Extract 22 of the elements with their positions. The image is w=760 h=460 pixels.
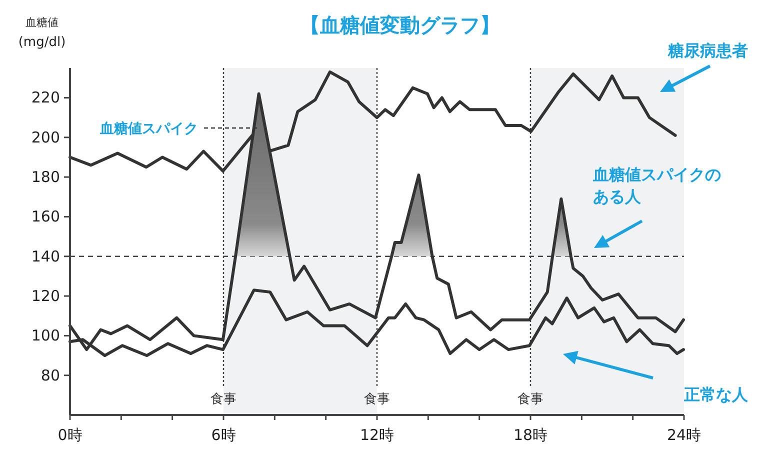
y-tick-label: 120	[31, 287, 60, 306]
ref-line-label: 食事	[210, 392, 236, 407]
y-tick-label: 140	[31, 247, 60, 266]
x-tick-label: 6時	[211, 426, 236, 444]
y-tick-label: 100	[31, 326, 60, 345]
y-tick-label: 80	[40, 366, 60, 384]
x-tick-label: 12時	[360, 426, 394, 444]
x-tick-label: 18時	[513, 426, 548, 444]
annotation: 血糖値スパイク	[99, 120, 198, 137]
y-tick-label: 180	[31, 168, 60, 186]
chart-title: 【血糖値変動グラフ】	[300, 13, 500, 37]
y-tick-label: 160	[31, 208, 60, 226]
text: 糖尿病患者	[667, 41, 748, 60]
y-tick-label: 200	[31, 128, 60, 146]
text: 正常な人	[683, 385, 749, 404]
x-tick-label: 24時	[666, 426, 702, 444]
ref-line-label: 食事	[364, 392, 390, 407]
ref-line-label: 食事	[518, 392, 544, 407]
series-label: 血糖値スパイクのある人	[592, 165, 721, 206]
x-tick-label: 0時	[58, 426, 82, 444]
y-tick-label: 220	[31, 88, 60, 107]
y-axis-title: 血糖値 (mg/dl)	[18, 16, 66, 50]
